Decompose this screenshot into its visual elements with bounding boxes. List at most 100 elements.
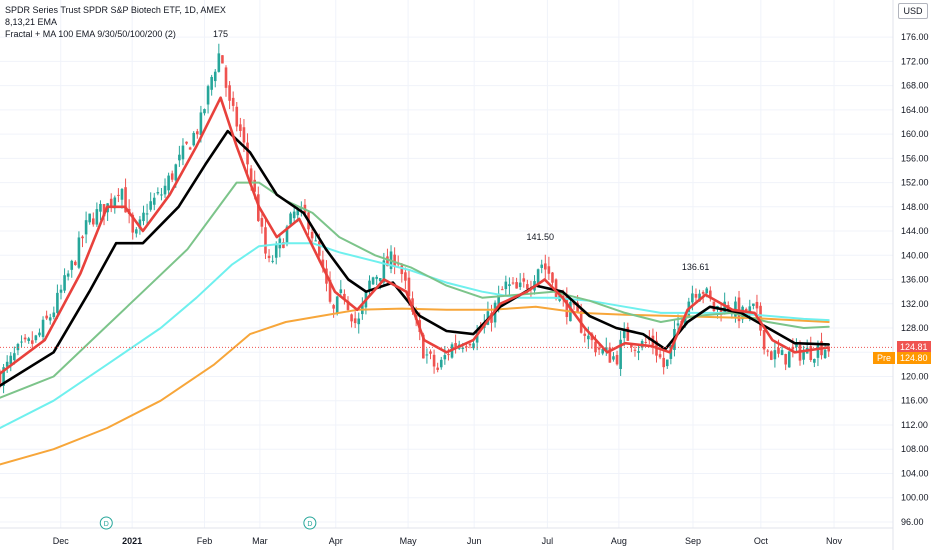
candle-body — [791, 346, 795, 350]
fractal-label: 136.61 — [682, 262, 710, 272]
candle-body — [565, 296, 569, 318]
candle-body — [777, 347, 780, 354]
candle-body — [239, 124, 242, 131]
candle-body — [16, 344, 20, 351]
candle-body — [766, 350, 770, 352]
candle-body — [231, 97, 235, 106]
candle-body — [762, 330, 766, 350]
candle-body — [404, 272, 407, 281]
candle-body — [228, 85, 231, 101]
candle-body — [296, 209, 300, 216]
candle-body — [41, 319, 45, 337]
x-tick-label: Sep — [685, 536, 701, 546]
candle-body — [199, 112, 203, 136]
candle-body — [676, 323, 680, 326]
candle-body — [285, 226, 289, 245]
y-tick-label: 168.00 — [901, 81, 929, 91]
x-tick-label: Nov — [826, 536, 843, 546]
candle-body — [45, 315, 48, 319]
candle-body — [27, 338, 30, 341]
candle-body — [9, 355, 13, 365]
candle-body — [407, 277, 411, 297]
candle-body — [52, 312, 56, 318]
candle-body — [597, 347, 601, 350]
candle-body — [242, 127, 246, 143]
candle-body — [117, 194, 120, 196]
candle-body — [662, 357, 665, 368]
candle-body — [626, 327, 630, 341]
candle-body — [540, 264, 544, 268]
candle-body — [217, 53, 221, 72]
candle-body — [174, 164, 178, 181]
y-tick-label: 172.00 — [901, 56, 929, 66]
dividend-marker-icon — [99, 516, 113, 530]
candle-body — [608, 347, 612, 363]
candle-body — [264, 227, 267, 254]
candle-body — [583, 333, 587, 336]
candle-body — [30, 340, 34, 344]
candle-body — [511, 282, 515, 284]
candle-body — [56, 292, 59, 313]
candle-body — [343, 293, 346, 300]
candle-body — [339, 289, 343, 293]
y-tick-label: 108.00 — [901, 444, 929, 454]
y-tick-label: 120.00 — [901, 371, 929, 381]
candle-body — [701, 292, 705, 294]
candle-body — [490, 313, 493, 323]
candle-body — [723, 301, 726, 315]
candle-body — [38, 332, 41, 336]
candle-body — [705, 288, 709, 294]
candle-body — [249, 168, 253, 183]
candle-body — [755, 301, 759, 309]
candle-body — [612, 356, 615, 360]
candle-body — [425, 354, 429, 356]
candle-body — [2, 367, 5, 386]
candle-body — [113, 197, 117, 209]
y-tick-label: 116.00 — [901, 396, 928, 406]
y-tick-label: 176.00 — [901, 32, 929, 42]
candle-body — [13, 353, 16, 361]
candle-body — [691, 293, 694, 303]
candle-body — [346, 300, 350, 310]
y-tick-label: 136.00 — [901, 275, 929, 285]
candle-body — [393, 254, 396, 267]
candle-body — [497, 293, 500, 306]
candle-body — [543, 263, 547, 270]
candle-body — [34, 335, 38, 341]
candle-body — [310, 232, 314, 239]
currency-button[interactable]: USD — [898, 3, 928, 19]
candle-body — [522, 278, 526, 282]
candle-body — [185, 141, 188, 144]
candle-body — [156, 192, 160, 194]
candle-body — [88, 213, 91, 223]
y-tick-label: 104.00 — [901, 468, 929, 478]
x-tick-label: Jun — [467, 536, 482, 546]
candle-body — [683, 315, 687, 325]
x-tick-label: Mar — [252, 536, 268, 546]
candle-body — [48, 317, 52, 321]
candle-body — [74, 261, 77, 266]
x-tick-label: Aug — [611, 536, 627, 546]
candle-body — [382, 260, 386, 283]
chart-title: SPDR Series Trust SPDR S&P Biotech ETF, … — [5, 5, 226, 15]
y-tick-label: 152.00 — [901, 178, 929, 188]
candle-body — [66, 273, 70, 277]
candle-body — [131, 214, 135, 233]
y-tick-label: 112.00 — [901, 420, 928, 430]
candle-body — [221, 55, 224, 64]
candle-body — [630, 344, 633, 348]
candle-body — [99, 203, 102, 212]
candle-body — [587, 335, 590, 340]
candle-body — [63, 275, 66, 291]
candle-body — [795, 343, 798, 348]
candle-body — [267, 255, 271, 259]
candle-body — [515, 282, 518, 289]
ema-50-line — [0, 181, 830, 399]
candle-body — [594, 341, 597, 353]
candle-body — [235, 106, 239, 127]
candle-body — [5, 361, 9, 367]
candle-body — [152, 197, 156, 205]
candle-body — [378, 278, 382, 282]
